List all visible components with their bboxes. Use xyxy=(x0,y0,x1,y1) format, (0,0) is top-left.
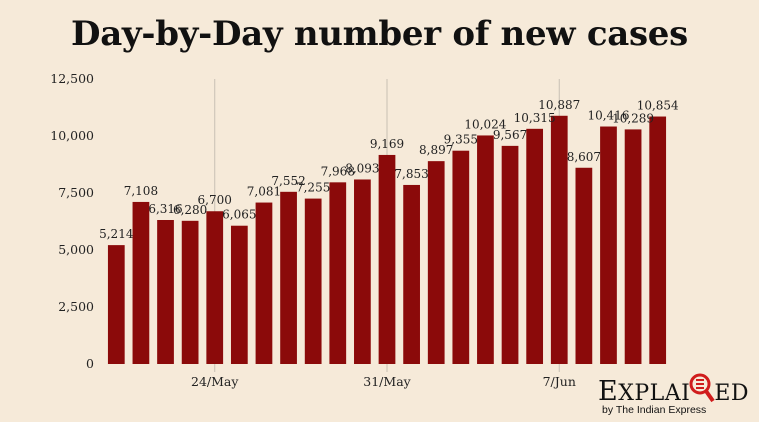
data-label: 10,887 xyxy=(538,98,580,112)
x-tick-label: 7/Jun xyxy=(543,374,576,389)
logo-wordmark: EXPLAI ED xyxy=(598,372,749,407)
y-tick-label: 2,500 xyxy=(58,299,94,314)
data-label: 9,567 xyxy=(493,128,527,142)
y-tick-label: 7,500 xyxy=(58,185,94,200)
chart-title: Day-by-Day number of new cases xyxy=(71,14,688,54)
magnifier-icon xyxy=(689,373,716,403)
data-label: 8,093 xyxy=(345,161,379,175)
data-label: 9,355 xyxy=(444,133,478,147)
y-tick-label: 12,500 xyxy=(50,71,94,86)
bar xyxy=(378,154,396,364)
data-label: 10,289 xyxy=(612,111,654,125)
data-label: 7,081 xyxy=(247,185,281,199)
data-label: 6,065 xyxy=(222,208,256,222)
data-label: 8,607 xyxy=(567,150,601,164)
bar xyxy=(132,201,150,364)
bar xyxy=(575,167,593,364)
bar xyxy=(329,182,347,364)
y-tick-label: 5,000 xyxy=(58,242,94,257)
data-label: 7,853 xyxy=(394,167,428,181)
data-label: 6,280 xyxy=(173,203,207,217)
data-label: 7,552 xyxy=(271,174,305,188)
bar xyxy=(403,184,420,364)
bar xyxy=(304,198,322,364)
bar xyxy=(477,135,494,364)
y-tick-label: 0 xyxy=(86,356,94,371)
explained-logo: EXPLAI ED by The Indian Express xyxy=(598,370,758,420)
data-label: 10,854 xyxy=(637,99,679,113)
bar xyxy=(181,220,199,364)
data-label: 8,897 xyxy=(419,143,453,157)
data-label: 6,700 xyxy=(198,193,232,207)
data-label: 7,968 xyxy=(321,164,355,178)
data-label: 10,315 xyxy=(514,111,556,125)
bar xyxy=(600,126,617,364)
bar xyxy=(526,128,544,364)
bar xyxy=(157,219,174,364)
data-label: 7,108 xyxy=(124,184,158,198)
data-label: 6,316 xyxy=(148,202,182,216)
data-label: 5,214 xyxy=(99,227,134,241)
bar xyxy=(452,150,470,364)
x-tick-label: 31/May xyxy=(363,374,411,389)
y-tick-label: 10,000 xyxy=(50,128,94,143)
bar xyxy=(427,161,445,364)
bar xyxy=(354,179,371,364)
bar xyxy=(255,202,273,364)
bar xyxy=(107,245,125,364)
data-label: 10,416 xyxy=(587,109,629,123)
bar xyxy=(649,116,667,364)
x-tick-label: 24/May xyxy=(191,374,239,389)
data-label: 7,255 xyxy=(296,181,330,195)
bar xyxy=(501,145,519,364)
bar xyxy=(550,115,568,364)
bar xyxy=(230,225,248,364)
data-label: 10,024 xyxy=(464,117,506,131)
data-label: 9,169 xyxy=(370,137,404,151)
bar xyxy=(206,211,224,364)
bar xyxy=(280,191,297,364)
bar xyxy=(624,129,642,364)
logo-byline: by The Indian Express xyxy=(602,404,707,416)
